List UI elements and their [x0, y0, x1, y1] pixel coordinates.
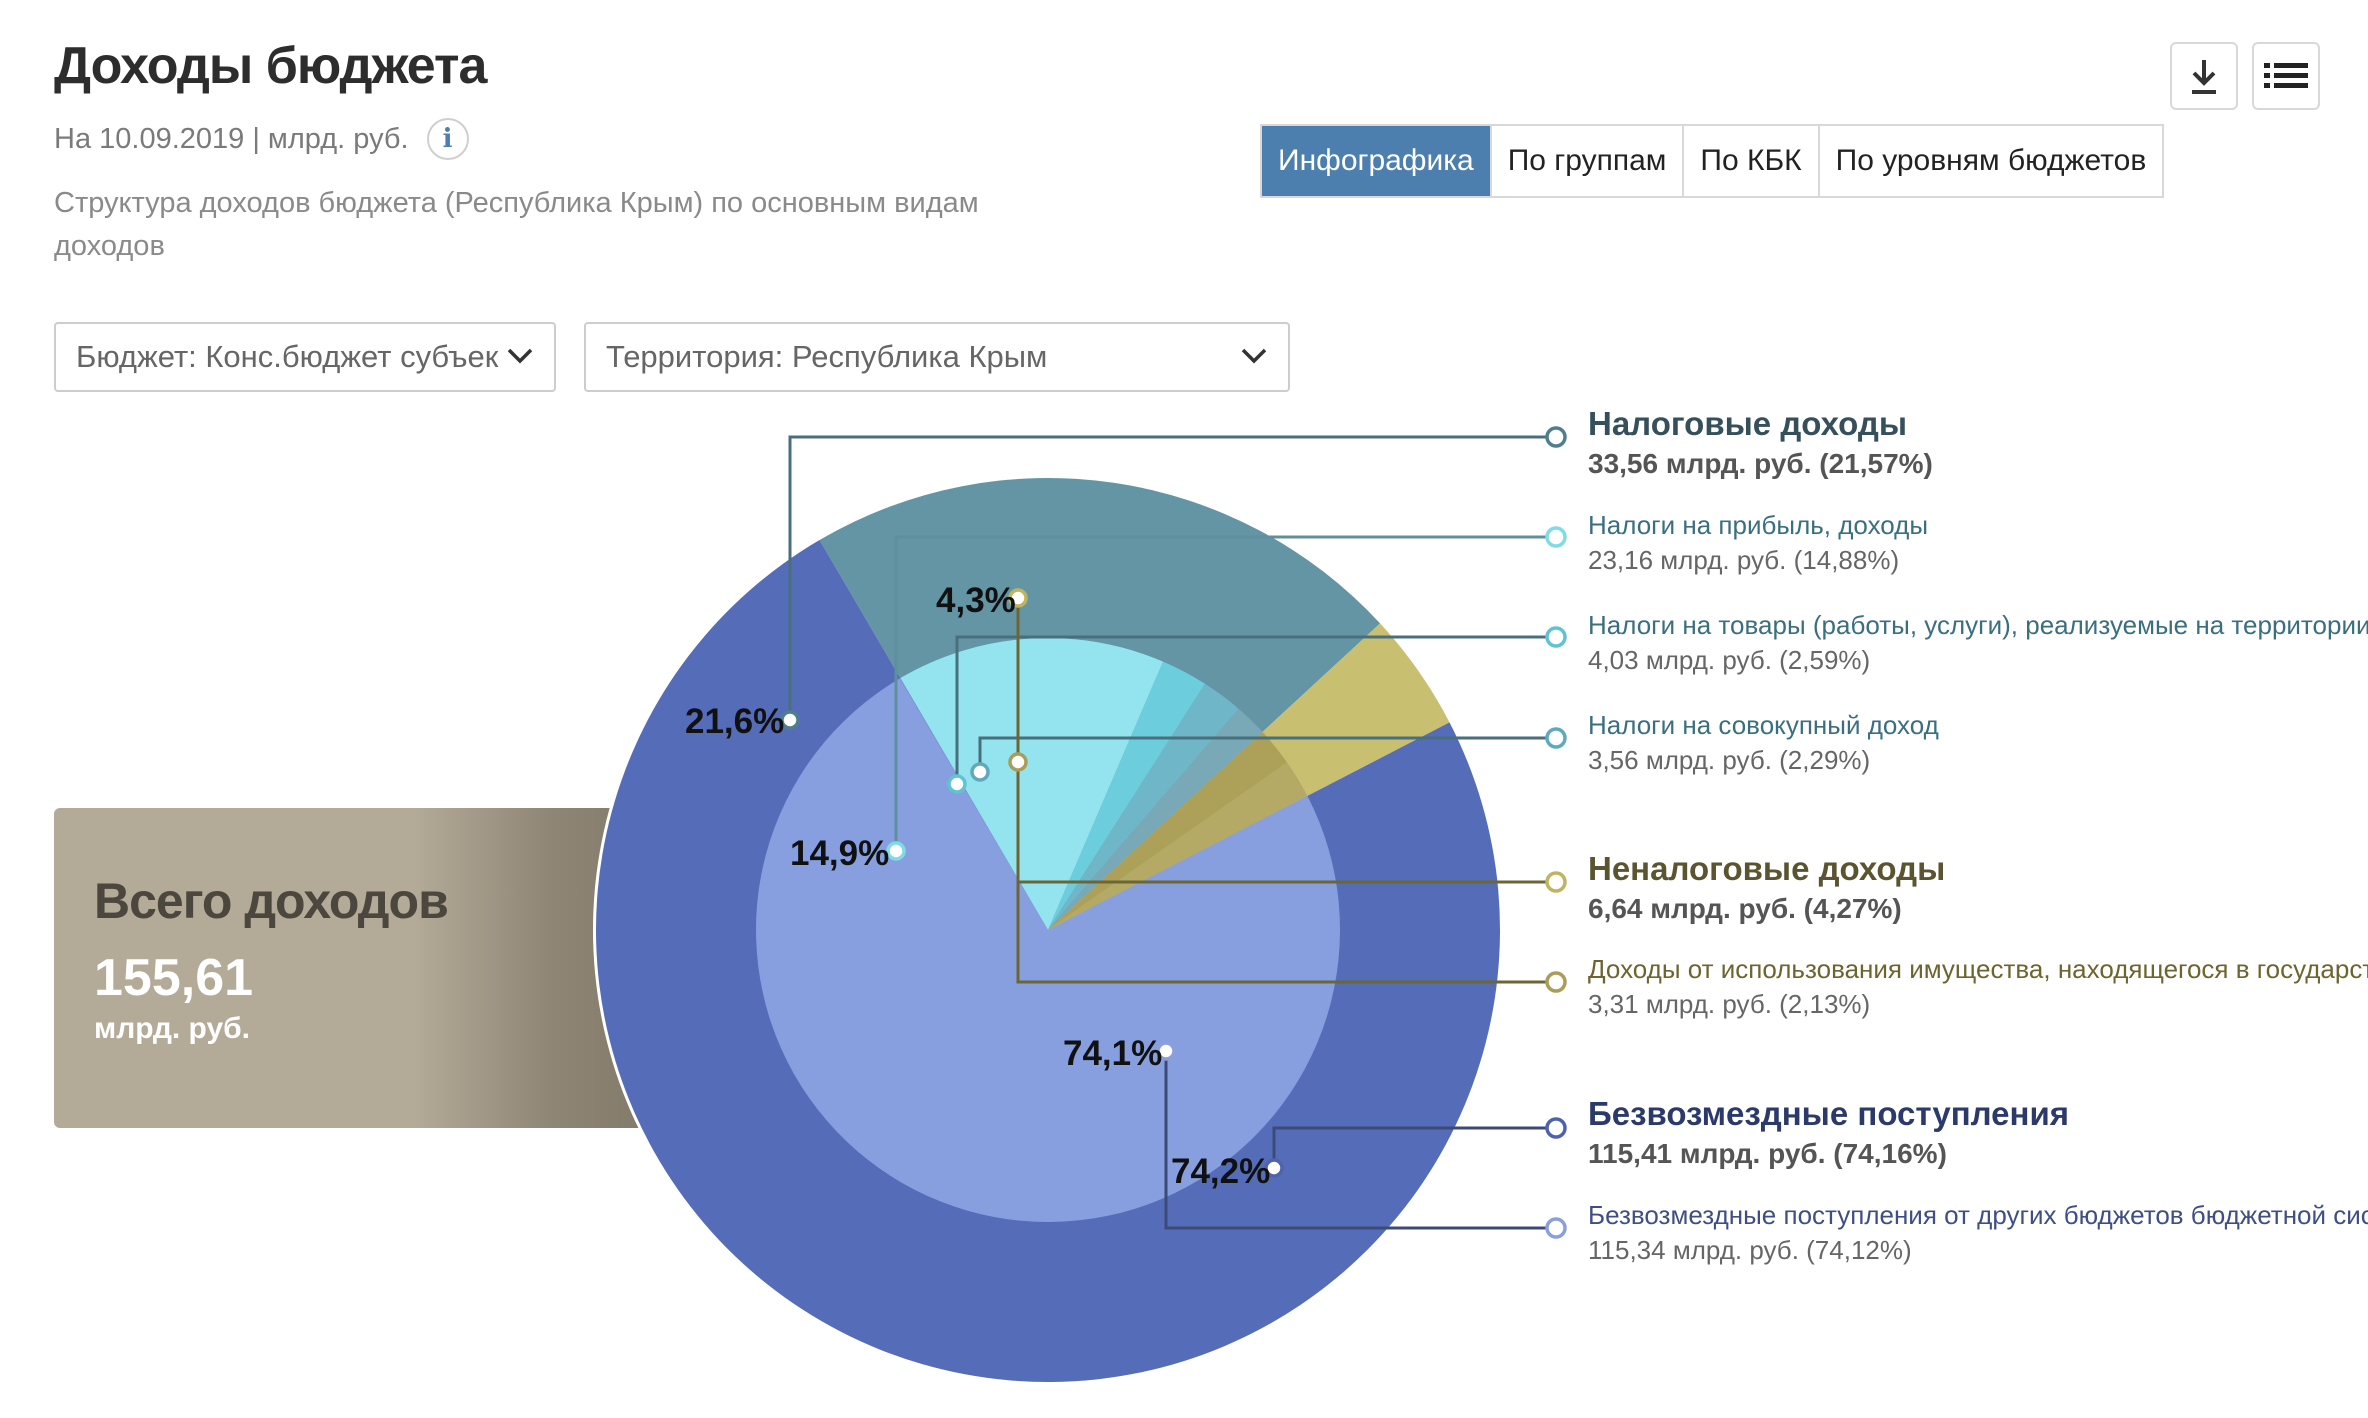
legend-marker-icon [1545, 626, 1567, 648]
legend-marker-icon [1545, 526, 1567, 548]
inner-slice[interactable] [900, 638, 1164, 930]
inner-slice-other [899, 678, 1048, 930]
total-income-panel: Всего доходов 155,61 млрд. руб. [54, 808, 674, 1128]
legend-marker-icon [1545, 871, 1567, 893]
territory-select-value: Территория: Республика Крым [606, 339, 1048, 374]
inner-slice-other [1048, 708, 1263, 930]
page-description: Структура доходов бюджета (Республика Кр… [54, 187, 979, 262]
territory-select[interactable]: Территория: Республика Крым [584, 322, 1290, 392]
legend-amount: 23,16 млрд. руб. (14,88%) [1588, 545, 1899, 575]
legend: Налоговые доходы 33,56 млрд. руб. (21,57%… [1545, 405, 2368, 1265]
inner-slice-other [1048, 762, 1308, 930]
legend-amount: 115,34 млрд. руб. (74,12%) [1588, 1235, 1912, 1265]
total-label: Всего доходов [94, 873, 449, 929]
legend-name[interactable]: Безвозмездные поступления [1588, 1095, 2069, 1132]
legend-marker-icon [1545, 727, 1567, 749]
inner-slice[interactable] [1048, 731, 1288, 930]
legend-amount: 6,64 млрд. руб. (4,27%) [1588, 893, 1902, 924]
connector-anchor [1264, 1158, 1284, 1178]
connector-anchor [1008, 752, 1028, 772]
slice-labels: 21,6% 4,3% 14,9% 74,1% 74,2% [685, 581, 1270, 1191]
connector-anchor [1156, 1041, 1176, 1061]
connector-line [955, 635, 1548, 784]
legend-name[interactable]: Безвозмездные поступления от других бюдж… [1588, 1200, 2368, 1230]
legend-amount: 33,56 млрд. руб. (21,57%) [1588, 448, 1933, 479]
slice-percent-label: 14,9% [790, 834, 889, 873]
list-icon [2264, 63, 2308, 88]
connector-line [1016, 762, 1548, 984]
legend-marker-icon [1545, 1117, 1567, 1139]
connector-line [978, 736, 1548, 772]
slice-percent-label: 74,1% [1063, 1034, 1162, 1073]
inner-slice[interactable] [756, 678, 1340, 1222]
budget-select[interactable]: Бюджет: Конс.бюджет субъек [54, 322, 556, 392]
slice-percent-label: 4,3% [936, 581, 1016, 620]
tab-by-kbk[interactable]: По КБК [1682, 126, 1818, 196]
legend-name[interactable]: Налоги на товары (работы, услуги), реали… [1588, 610, 2368, 640]
legend-name[interactable]: Неналоговые доходы [1588, 850, 1945, 887]
legend-name[interactable]: Доходы от использования имущества, наход… [1588, 954, 2368, 984]
tab-by-groups[interactable]: По группам [1489, 126, 1683, 196]
tab-by-budget-levels[interactable]: По уровням бюджетов [1817, 126, 2163, 196]
legend-name[interactable]: Налоги на прибыль, доходы [1588, 510, 1928, 540]
connector-anchor [970, 762, 990, 782]
legend-name[interactable]: Налоги на совокупный доход [1588, 710, 1939, 740]
connector-anchor [947, 774, 967, 794]
connectors [780, 435, 1548, 1230]
legend-amount: 3,56 млрд. руб. (2,29%) [1588, 745, 1870, 775]
legend-marker-icon [1545, 1217, 1567, 1239]
total-value: 155,61 [94, 949, 254, 1007]
legend-marker-icon [1545, 426, 1567, 448]
download-button[interactable] [2170, 42, 2238, 110]
connector-line [1164, 1051, 1548, 1230]
legend-amount: 3,31 млрд. руб. (2,13%) [1588, 989, 1870, 1019]
inner-slice[interactable] [1048, 661, 1205, 930]
view-tabs: Инфографика По группам По КБК По уровням… [1260, 124, 2165, 198]
download-icon [2192, 60, 2216, 94]
info-icon[interactable]: i [426, 118, 469, 160]
inner-slice[interactable] [1048, 683, 1239, 930]
menu-button[interactable] [2252, 42, 2320, 110]
connector-anchor [1008, 588, 1028, 608]
connector-anchor [780, 710, 800, 730]
date-unit-meta: На 10.09.2019 | млрд. руб. i [54, 118, 469, 160]
connector-line [788, 435, 1548, 720]
slice-percent-label: 21,6% [685, 702, 784, 741]
meta-text: На 10.09.2019 | млрд. руб. [54, 122, 409, 155]
chevron-down-icon [507, 348, 533, 364]
total-unit: млрд. руб. [94, 1012, 251, 1045]
legend-marker-icon [1545, 971, 1567, 993]
inner-ring [756, 638, 1340, 1222]
budget-select-value: Бюджет: Конс.бюджет субъек [76, 339, 499, 374]
connector-anchor [886, 841, 906, 861]
legend-name[interactable]: Налоговые доходы [1588, 405, 1907, 442]
legend-amount: 115,41 млрд. руб. (74,16%) [1588, 1138, 1947, 1169]
chevron-down-icon [1241, 348, 1267, 364]
connector-line [1272, 1126, 1548, 1168]
connector-line [894, 535, 1548, 851]
page-title: Доходы бюджета [54, 37, 487, 95]
slice-percent-label: 74,2% [1171, 1152, 1270, 1191]
tab-infographic[interactable]: Инфографика [1262, 126, 1490, 196]
legend-amount: 4,03 млрд. руб. (2,59%) [1588, 645, 1870, 675]
